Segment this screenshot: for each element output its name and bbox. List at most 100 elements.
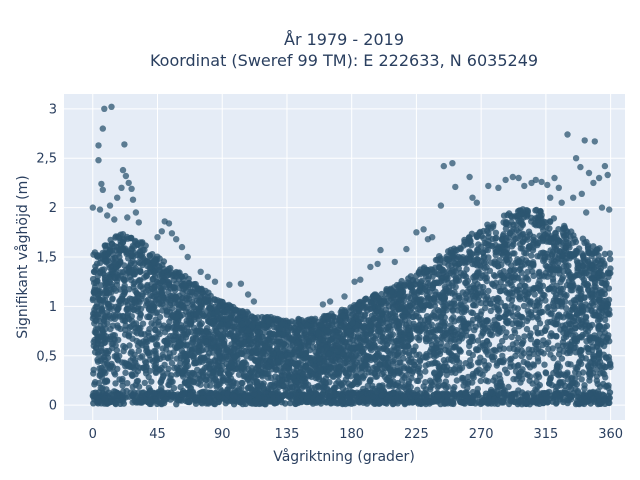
scatter-point	[435, 363, 442, 371]
scatter-point	[554, 383, 561, 390]
scatter-point	[400, 297, 408, 304]
scatter-point	[213, 328, 220, 335]
scatter-point	[364, 303, 371, 311]
scatter-point	[601, 316, 609, 323]
scatter-point	[120, 347, 127, 355]
scatter-point	[283, 358, 290, 365]
scatter-point	[453, 247, 460, 254]
scatter-point	[600, 380, 607, 388]
scatter-point	[184, 312, 192, 319]
scatter-point	[190, 370, 197, 377]
scatter-point	[470, 374, 477, 381]
scatter-point	[500, 219, 507, 226]
scatter-point	[111, 369, 118, 376]
scatter-point	[211, 338, 218, 346]
scatter-point	[530, 236, 537, 243]
scatter-point	[373, 365, 380, 373]
scatter-point	[467, 338, 474, 346]
scatter-point	[302, 383, 309, 390]
scatter-point	[523, 317, 531, 325]
scatter-point	[240, 373, 247, 380]
scatter-point	[422, 286, 429, 293]
scatter-point	[226, 378, 233, 385]
scatter-point	[567, 361, 574, 368]
scatter-point	[547, 218, 554, 226]
scatter-point	[483, 240, 490, 247]
scatter-point	[577, 259, 584, 266]
scatter-point	[203, 327, 210, 335]
scatter-point	[329, 330, 336, 337]
scatter-point	[445, 256, 452, 263]
scatter-point	[386, 366, 394, 373]
scatter-point	[218, 306, 226, 313]
chart-title-line2: Koordinat (Sweref 99 TM): E 222633, N 60…	[150, 51, 538, 70]
scatter-point	[428, 321, 435, 328]
scatter-point	[487, 307, 494, 315]
scatter-point	[429, 268, 436, 275]
scatter-point	[572, 272, 579, 279]
scatter-point	[481, 253, 488, 260]
scatter-point	[327, 337, 334, 344]
scatter-point	[500, 359, 507, 366]
scatter-point	[206, 304, 214, 312]
scatter-point	[119, 312, 127, 320]
scatter-point	[149, 358, 157, 365]
scatter-point	[128, 252, 136, 259]
scatter-point	[503, 235, 510, 242]
scatter-point	[511, 250, 518, 257]
scatter-point	[553, 362, 561, 369]
scatter-point	[132, 237, 139, 245]
scatter-point	[260, 349, 267, 357]
scatter-point	[226, 371, 233, 378]
scatter-point	[177, 383, 184, 391]
scatter-point	[408, 370, 416, 377]
scatter-point	[501, 313, 509, 321]
scatter-point	[515, 257, 523, 265]
scatter-point	[322, 313, 329, 320]
scatter-point	[505, 295, 513, 302]
scatter-point	[422, 368, 429, 375]
scatter-point	[265, 364, 272, 371]
scatter-point	[432, 288, 439, 295]
scatter-point	[444, 383, 451, 390]
scatter-point	[109, 295, 116, 302]
scatter-point	[167, 264, 174, 272]
scatter-point	[196, 348, 203, 356]
scatter-point	[499, 337, 506, 345]
scatter-point	[246, 380, 254, 387]
scatter-point	[560, 335, 568, 342]
scatter-point	[521, 333, 528, 340]
scatter-point	[339, 335, 347, 343]
scatter-point	[475, 366, 483, 373]
scatter-point	[439, 382, 447, 389]
scatter-point	[205, 357, 212, 365]
scatter-point	[601, 262, 608, 269]
scatter-point	[568, 375, 575, 382]
scatter-point	[135, 278, 142, 285]
scatter-point	[284, 375, 291, 383]
scatter-point	[285, 366, 293, 374]
scatter-point	[453, 377, 461, 384]
scatter-point	[117, 325, 124, 333]
scatter-point	[490, 377, 497, 384]
scatter-point	[157, 378, 165, 386]
scatter-point	[99, 296, 106, 303]
scatter-point	[531, 340, 539, 347]
scatter-point	[126, 295, 134, 302]
scatter-point	[386, 323, 393, 330]
scatter-point	[433, 315, 440, 322]
scatter-point	[519, 238, 527, 245]
scatter-point	[476, 283, 484, 290]
scatter-point	[101, 314, 109, 321]
scatter-point	[456, 295, 463, 302]
scatter-point	[449, 307, 457, 315]
scatter-point	[518, 341, 525, 348]
scatter-point	[537, 250, 545, 257]
scatter-point	[502, 225, 510, 232]
scatter-point	[171, 284, 178, 292]
scatter-point	[124, 380, 131, 387]
scatter-point	[515, 312, 522, 319]
scatter-point	[418, 277, 426, 284]
scatter-point	[202, 364, 209, 371]
scatter-point	[359, 375, 367, 382]
